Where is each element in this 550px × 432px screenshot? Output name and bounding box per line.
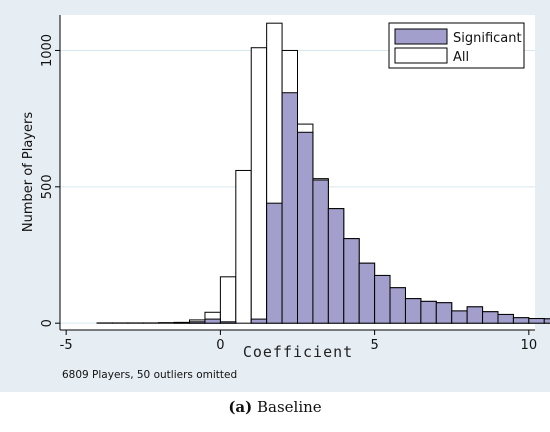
legend-swatch-significant: [394, 28, 448, 45]
bar-significant: [173, 322, 191, 324]
y-tick-label: 1000: [40, 34, 55, 67]
bar-significant: [312, 179, 329, 324]
axes: [55, 15, 535, 335]
bar-significant: [435, 302, 453, 324]
legend-label-significant: Significant: [453, 31, 522, 46]
y-tick-label: 500: [40, 174, 55, 199]
bar-significant: [374, 274, 391, 324]
bar-significant: [497, 313, 514, 324]
bar-significant: [389, 287, 406, 324]
bar-significant: [404, 298, 422, 324]
bar-significant: [219, 321, 237, 324]
bar-all: [250, 47, 268, 324]
bar-all: [158, 322, 175, 324]
histogram-chart: -5 0 5 10 0 500 1000 Coefficient Number of Pla…: [21, 15, 550, 381]
caption-text: Baseline: [252, 398, 322, 416]
bar-significant: [451, 310, 468, 324]
legend-label-all: All: [453, 50, 469, 65]
x-tick-label: 10: [521, 338, 538, 353]
bar-significant: [250, 318, 268, 324]
bar-significant: [528, 318, 545, 324]
bar-all: [219, 276, 237, 324]
chart-note: 6809 Players, 50 outliers omitted: [62, 369, 237, 381]
x-axis-title: Coefficient: [243, 343, 353, 361]
bar-significant: [281, 92, 298, 324]
y-axis-title: Number of Players: [21, 112, 36, 232]
bars-significant-series: [173, 92, 550, 324]
bar-significant: [266, 202, 283, 324]
caption-label: (a): [228, 398, 253, 416]
y-tick-label: 0: [40, 319, 55, 327]
x-tick-label: -5: [60, 338, 73, 353]
bar-significant: [189, 321, 206, 324]
bar-significant: [512, 317, 530, 324]
bar-significant: [466, 306, 484, 324]
bar-significant: [420, 300, 437, 324]
x-tick-label: 5: [370, 338, 378, 353]
tick-labels: -5 0 5 10 0 500 1000: [40, 34, 537, 353]
bar-significant: [204, 318, 221, 324]
bar-all: [235, 169, 252, 324]
x-tick-label: 0: [216, 338, 224, 353]
bar-significant: [543, 318, 550, 324]
bar-significant: [343, 238, 360, 324]
legend: Significant All: [388, 22, 525, 69]
figure-caption: (a) Baseline: [0, 398, 550, 416]
figure: -5 0 5 10 0 500 1000 Coefficient Number of Pla…: [0, 0, 550, 392]
bar-significant: [358, 262, 376, 324]
bar-significant: [297, 131, 314, 324]
bar-significant: [482, 311, 499, 324]
legend-swatch-all: [394, 47, 448, 64]
bar-significant: [327, 208, 345, 324]
